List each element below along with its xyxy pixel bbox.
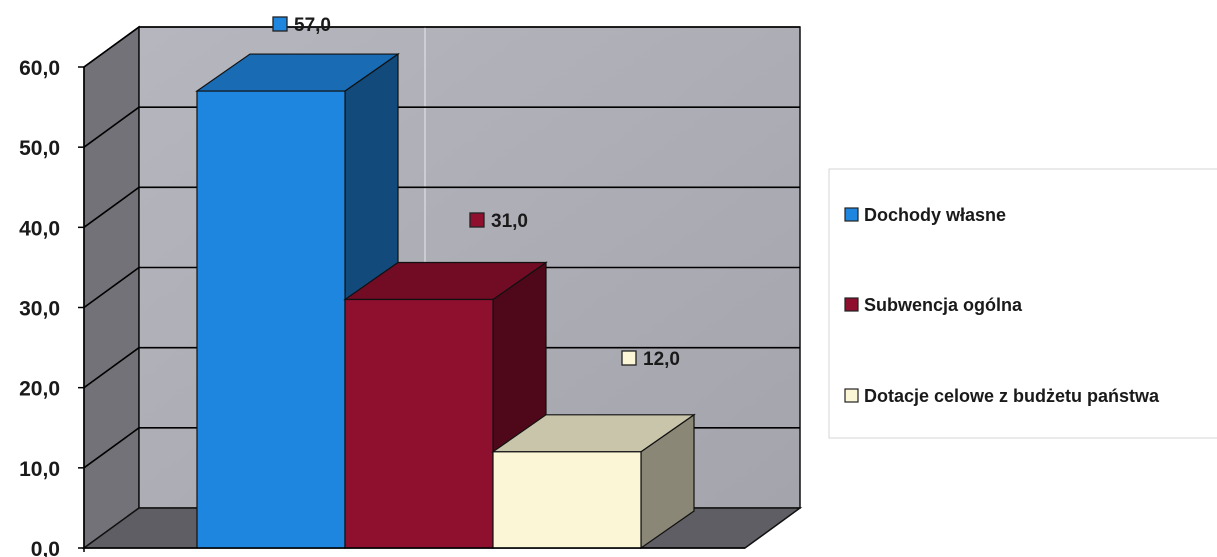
legend-label: Dotacje celowe z budżetu państwa [864, 386, 1160, 406]
legend-box [828, 168, 1217, 439]
gridline-side [83, 266, 140, 309]
y-tick-label: 30,0 [19, 298, 60, 321]
gridline-side [83, 186, 140, 228]
data-label-1: 57,0 [272, 15, 331, 36]
gridline-side [83, 347, 140, 389]
data-labels: 57,0 31,0 12,0 [272, 15, 680, 370]
y-axis-ticks: 0,0 10,0 20,0 30,0 40,0 50,0 60,0 [19, 57, 745, 557]
legend: Dochody własne Subwencja ogólna Dotacje ce… [828, 168, 1217, 439]
y-tick-label: 60,0 [19, 57, 60, 80]
bar-front [344, 298, 494, 549]
y-tick-label: 50,0 [19, 137, 60, 160]
data-label-3: 12,0 [621, 349, 680, 370]
legend-swatch [844, 297, 859, 312]
legend-label: Subwencja ogólna [864, 295, 1023, 315]
bars [195, 52, 696, 550]
legend-label: Dochody własne [864, 205, 1006, 225]
legend-entry-2: Subwencja ogólna [844, 295, 1023, 315]
data-label-swatch [621, 350, 637, 366]
y-tick-label: 40,0 [19, 217, 60, 240]
y-tick-label: 20,0 [19, 378, 60, 401]
y-tick-label: 10,0 [19, 458, 60, 481]
y-tick-label: 0,0 [31, 538, 60, 557]
data-label-text: 57,0 [294, 15, 331, 36]
legend-entry-3: Dotacje celowe z budżetu państwa [844, 386, 1160, 406]
bar-3 [491, 413, 696, 550]
legend-swatch [844, 207, 859, 222]
data-label-swatch [469, 212, 485, 228]
gridline-side [83, 427, 140, 469]
data-label-2: 31,0 [469, 211, 528, 232]
data-label-text: 31,0 [491, 211, 528, 232]
legend-entry-1: Dochody własne [844, 205, 1006, 225]
gridline-side [83, 26, 140, 68]
data-label-text: 12,0 [643, 349, 680, 370]
data-label-swatch [272, 16, 288, 32]
bar-front [196, 90, 346, 549]
legend-swatch [844, 388, 859, 403]
bar-front [492, 451, 642, 549]
gridline-side [83, 106, 140, 148]
